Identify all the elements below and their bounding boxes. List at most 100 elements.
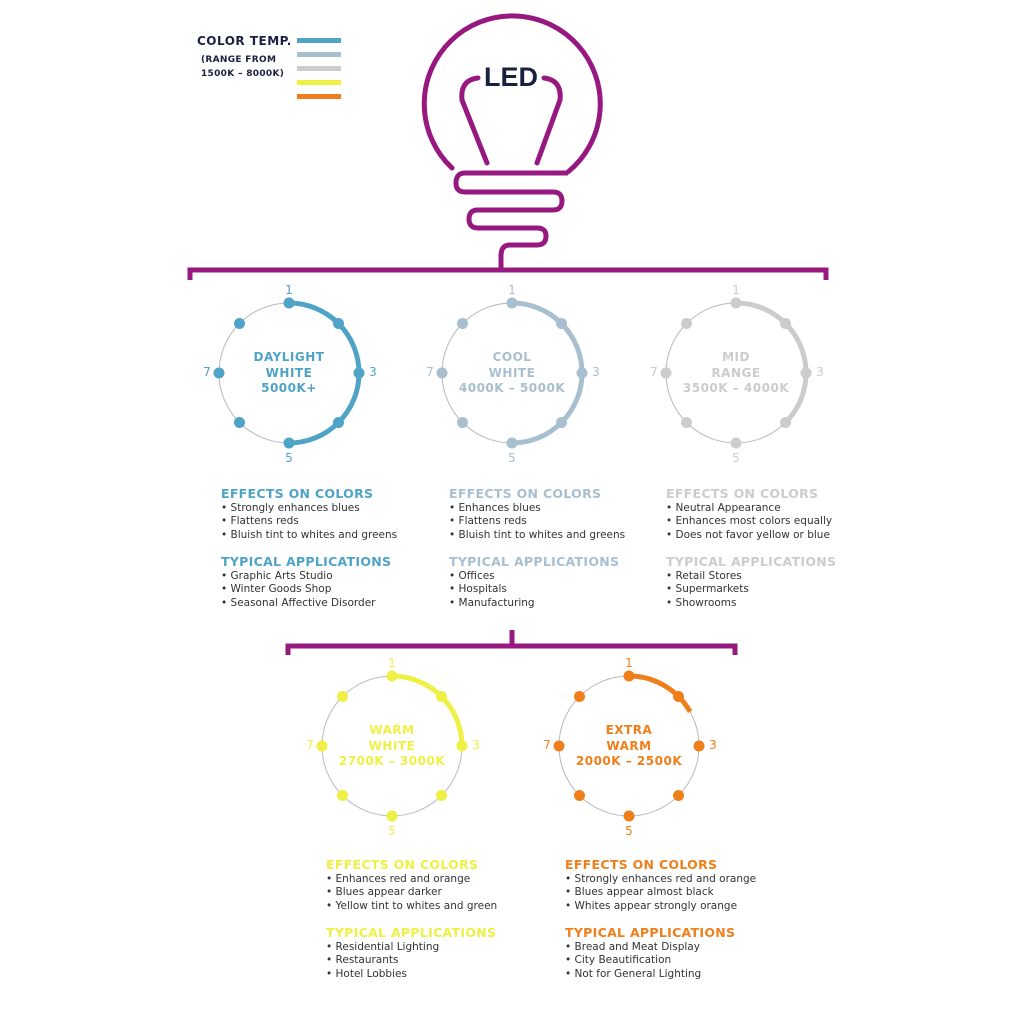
dial-number: 1 [732, 283, 740, 297]
bulb-label: LED [484, 62, 538, 92]
type-info-block: EFFECTS ON COLORSNeutral AppearanceEnhan… [666, 487, 836, 611]
dial-dot [386, 810, 398, 822]
dial-dot [353, 367, 365, 379]
type-range: 3500K – 4000K [682, 381, 790, 395]
effects-list: Enhances red and orangeBlues appear dark… [326, 873, 498, 914]
dial-dot [337, 691, 349, 703]
effects-item: Flattens reds [221, 515, 397, 529]
dial-dot [435, 691, 447, 703]
applications-item: Graphic Arts Studio [221, 570, 397, 584]
effects-heading: EFFECTS ON COLORS [666, 486, 819, 501]
applications-item: Bread and Meat Display [565, 941, 756, 955]
dial-number: 7 [426, 365, 434, 379]
legend-swatch [297, 38, 341, 43]
effects-list: Enhances bluesFlattens redsBluish tint t… [449, 502, 626, 543]
applications-item: Hospitals [449, 583, 625, 597]
dial-dot [730, 437, 742, 449]
dial-dot [337, 789, 349, 801]
effects-heading: EFFECTS ON COLORS [326, 857, 479, 872]
dial-number: 3 [472, 738, 480, 752]
dial-dot [386, 670, 398, 682]
applications-item: Supermarkets [666, 583, 836, 597]
effects-list: Strongly enhances bluesFlattens redsBlui… [221, 502, 398, 543]
type-name-line2: RANGE [711, 365, 761, 380]
type-label: DAYLIGHT WHITE 5000K+ [209, 350, 369, 397]
effects-item: Enhances red and orange [326, 873, 497, 887]
bulb-filament [459, 75, 563, 166]
dial-dot [800, 367, 812, 379]
bulb-coil-base [453, 170, 568, 270]
legend-swatch [297, 94, 341, 99]
dial-number: 5 [732, 451, 740, 465]
effects-item: Strongly enhances blues [221, 502, 397, 516]
applications-item: City Beautification [565, 954, 756, 968]
dial-number: 3 [369, 365, 377, 379]
type-label: MID RANGE 3500K – 4000K [656, 350, 816, 397]
legend-subtitle-line1: (RANGE FROM [201, 55, 277, 65]
type-info-block: EFFECTS ON COLORSEnhances red and orange… [326, 858, 497, 982]
dial-dot [576, 367, 588, 379]
effects-item: Whites appear strongly orange [565, 900, 756, 914]
dial-dot [506, 297, 518, 309]
applications-item: Retail Stores [666, 570, 836, 584]
effects-item: Strongly enhances red and orange [565, 873, 757, 887]
dial-number: 5 [388, 824, 396, 838]
applications-item: Offices [449, 570, 625, 584]
dial-number: 7 [306, 738, 314, 752]
effects-item: Bluish tint to whites and greens [449, 529, 626, 543]
dial-dot [660, 367, 672, 379]
applications-item: Residential Lighting [326, 941, 497, 955]
dial-dot [693, 740, 705, 752]
dial-dot [234, 318, 246, 330]
dial-number: 3 [709, 738, 717, 752]
type-name-line1: COOL [492, 350, 532, 364]
dial-number: 3 [592, 365, 600, 379]
dial-dot [555, 416, 567, 428]
type-name-line1: DAYLIGHT [253, 350, 325, 364]
type-name-line2: WARM [606, 738, 652, 753]
applications-heading: TYPICAL APPLICATIONS [326, 924, 497, 940]
dial-dot [506, 437, 518, 449]
dial-number: 1 [508, 283, 516, 297]
applications-heading: TYPICAL APPLICATIONS [221, 553, 392, 569]
dial-dot [234, 416, 246, 428]
dial-number: 5 [508, 451, 516, 465]
type-name-line2: WHITE [368, 738, 416, 753]
dial-dot [672, 789, 684, 801]
legend-title: COLOR TEMP. [197, 34, 292, 48]
dial-dot [555, 318, 567, 330]
applications-item: Winter Goods Shop [221, 583, 397, 597]
type-name-line1: MID [722, 350, 750, 364]
legend-swatch [297, 66, 341, 71]
applications-list: Graphic Arts StudioWinter Goods ShopSeas… [221, 570, 397, 611]
dial-number: 1 [388, 656, 396, 670]
applications-list: Retail StoresSupermarketsShowrooms [666, 570, 836, 611]
dial-dot [435, 789, 447, 801]
dial-dot [672, 691, 684, 703]
type-info-block: EFFECTS ON COLORSStrongly enhances red a… [565, 858, 756, 982]
dial-number: 1 [285, 283, 293, 297]
effects-item: Flattens reds [449, 515, 625, 529]
dial-dot [574, 789, 586, 801]
applications-item: Not for General Lighting [565, 968, 756, 982]
dial-number: 7 [543, 738, 551, 752]
dial-dot [457, 416, 469, 428]
dial-dot [316, 740, 328, 752]
type-label: COOL WHITE 4000K – 5000K [432, 350, 592, 397]
effects-heading: EFFECTS ON COLORS [565, 857, 718, 872]
dial-dot [283, 297, 295, 309]
dial-dot [283, 437, 295, 449]
dial-dot [574, 691, 586, 703]
dial-dot [213, 367, 225, 379]
applications-item: Seasonal Affective Disorder [221, 597, 397, 611]
type-range: 5000K+ [261, 381, 317, 395]
applications-heading: TYPICAL APPLICATIONS [449, 553, 620, 569]
type-name-line2: WHITE [488, 365, 536, 380]
dial-dot [779, 318, 791, 330]
effects-item: Blues appear darker [326, 886, 497, 900]
type-range: 2700K – 3000K [338, 754, 446, 768]
dial-dot [553, 740, 565, 752]
dial-dot [730, 297, 742, 309]
legend-subtitle-line2: 1500K – 8000K) [201, 69, 285, 79]
